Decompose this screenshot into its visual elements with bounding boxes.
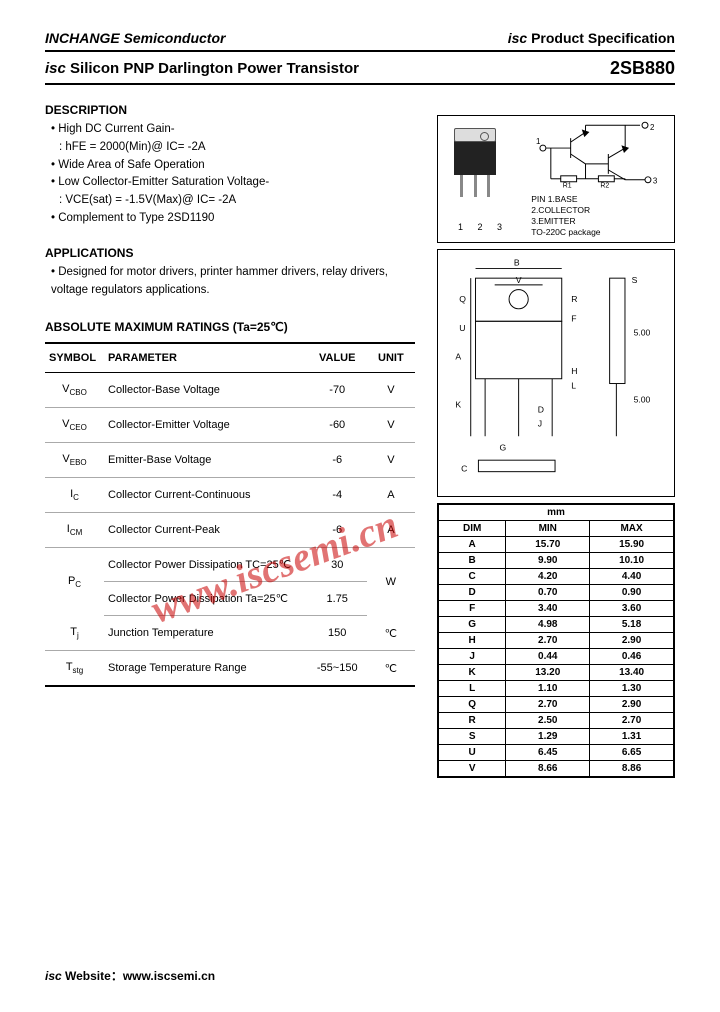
mm-col: DIM (439, 521, 506, 537)
svg-text:R: R (571, 294, 577, 304)
svg-text:Q: Q (459, 294, 466, 304)
dimension-drawing: B V Q U A K R F H L D J G C S 5.00 5.00 (437, 249, 675, 497)
to220-icon (454, 128, 496, 197)
svg-text:J: J (538, 419, 542, 429)
desc-item: : hFE = 2000(Min)@ IC= -2A (51, 139, 415, 157)
pin-desc: 3.EMITTER (531, 216, 670, 227)
svg-text:C: C (461, 464, 467, 474)
desc-item: : VCE(sat) = -1.5V(Max)@ IC= -2A (51, 192, 415, 210)
mm-heading: mm (439, 505, 674, 521)
svg-text:D: D (538, 404, 544, 414)
applications-heading: APPLICATIONS (45, 246, 415, 260)
description-heading: DESCRIPTION (45, 103, 415, 117)
desc-item: Wide Area of Safe Operation (51, 157, 415, 175)
svg-text:H: H (571, 366, 577, 376)
divider (45, 50, 675, 52)
svg-text:U: U (459, 323, 465, 333)
pin-desc: PIN 1.BASE (531, 194, 670, 205)
col-symbol: SYMBOL (45, 343, 104, 373)
col-value: VALUE (308, 343, 367, 373)
svg-text:B: B (514, 258, 520, 268)
desc-item: Low Collector-Emitter Saturation Voltage… (51, 174, 415, 192)
footer: isc Website：www.iscsemi.cn (45, 967, 215, 984)
svg-text:1: 1 (536, 137, 541, 146)
desc-item: High DC Current Gain- (51, 121, 415, 139)
dimension-table: mm DIM MIN MAX A15.7015.90B9.9010.10C4.2… (437, 503, 675, 778)
product-title: isc Silicon PNP Darlington Power Transis… (45, 60, 359, 77)
svg-text:2: 2 (650, 123, 654, 132)
svg-text:A: A (455, 352, 461, 362)
ratings-table: SYMBOL PARAMETER VALUE UNIT VCBOCollecto… (45, 342, 415, 688)
svg-text:5.00: 5.00 (634, 328, 651, 338)
part-number: 2SB880 (610, 58, 675, 79)
svg-text:K: K (455, 399, 461, 409)
package-figure: 1 2 3 1 2 3 R (437, 115, 675, 243)
svg-text:G: G (499, 443, 506, 453)
svg-text:F: F (571, 313, 576, 323)
svg-text:S: S (632, 275, 638, 285)
description-list: High DC Current Gain- : hFE = 2000(Min)@… (45, 121, 415, 228)
svg-text:V: V (516, 275, 522, 285)
svg-text:3: 3 (653, 177, 658, 186)
applications-list: Designed for motor drivers, printer hamm… (45, 264, 415, 300)
product-spec-label: isc isc Product SpecificationProduct Spe… (508, 30, 675, 46)
mm-col: MIN (506, 521, 590, 537)
pin-desc: 2.COLLECTOR (531, 205, 670, 216)
divider (45, 83, 675, 85)
mm-col: MAX (590, 521, 674, 537)
pin-desc: TO-220C package (531, 227, 670, 238)
circuit-diagram: 1 2 3 R1 R2 (531, 120, 670, 238)
svg-text:5.00: 5.00 (634, 395, 651, 405)
svg-text:R1: R1 (563, 183, 572, 190)
svg-text:R2: R2 (601, 183, 610, 190)
svg-text:L: L (571, 380, 576, 390)
desc-item: Complement to Type 2SD1190 (51, 210, 415, 228)
company-name: INCHANGE Semiconductor (45, 30, 225, 46)
ratings-heading: ABSOLUTE MAXIMUM RATINGS (Ta=25℃) (45, 320, 415, 334)
pin-numbers: 1 2 3 (458, 222, 508, 232)
col-unit: UNIT (367, 343, 415, 373)
app-item: Designed for motor drivers, printer hamm… (51, 264, 415, 300)
col-parameter: PARAMETER (104, 343, 308, 373)
